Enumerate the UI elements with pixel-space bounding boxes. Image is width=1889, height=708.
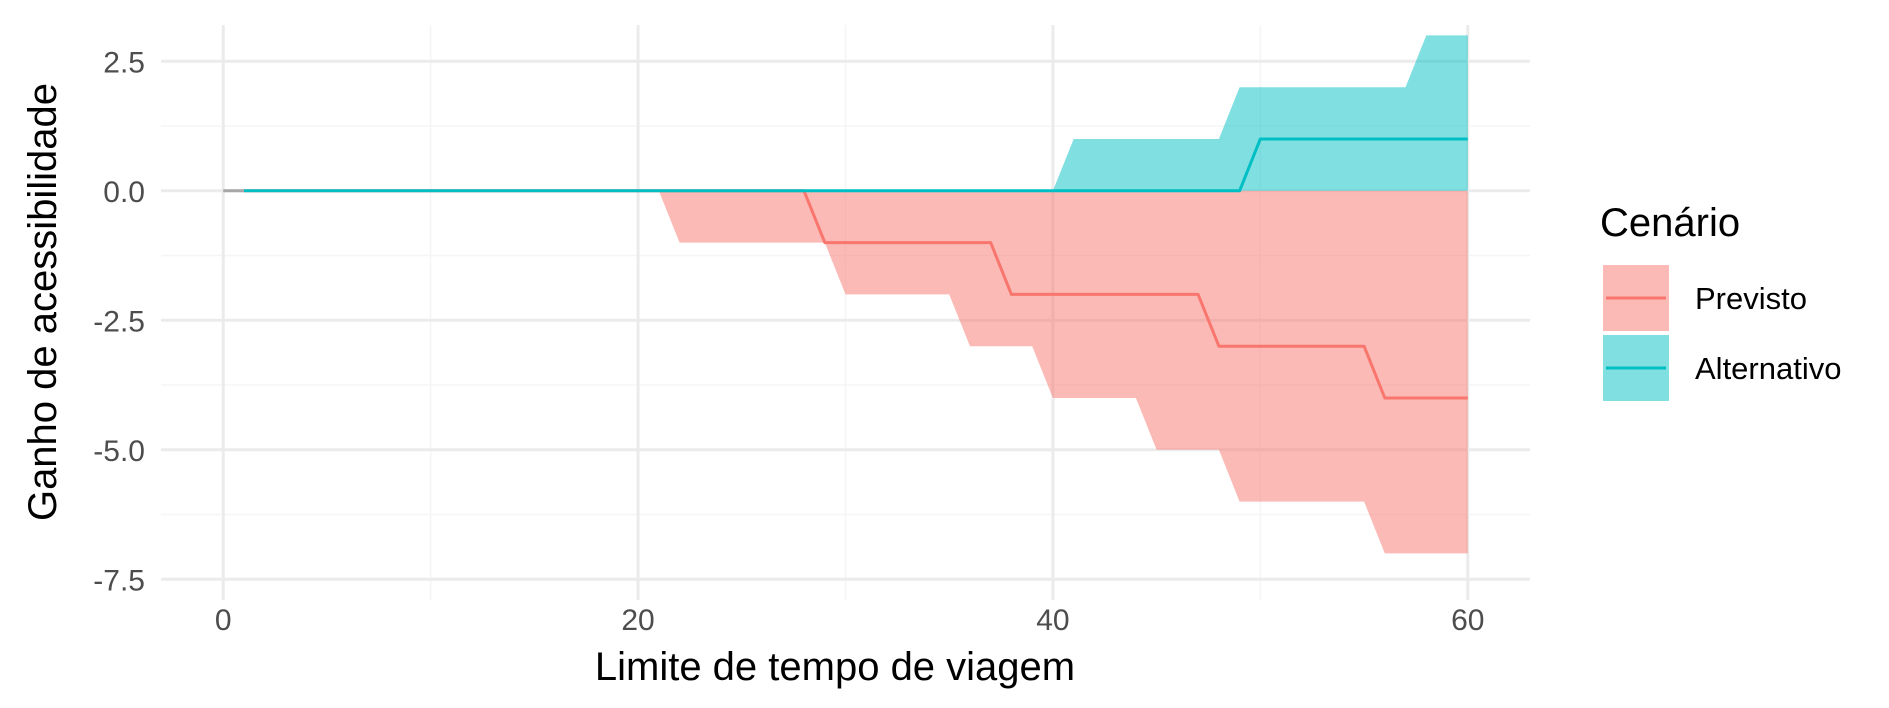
ribbon-alternativo xyxy=(244,35,1468,191)
legend-item-alternativo: Alternativo xyxy=(1603,335,1841,401)
y-axis-title: Ganho de acessibilidade xyxy=(21,83,65,521)
y-tick-label: 2.5 xyxy=(103,46,145,79)
x-tick-label: 60 xyxy=(1451,604,1484,637)
x-tick-labels: 0 20 40 60 xyxy=(215,604,1485,637)
legend-label: Alternativo xyxy=(1695,351,1841,386)
x-tick-label: 40 xyxy=(1036,604,1069,637)
ribbons xyxy=(244,35,1468,554)
y-tick-label: -7.5 xyxy=(93,564,145,597)
series-lines xyxy=(223,137,1468,400)
x-tick-label: 0 xyxy=(215,604,232,637)
ribbon-previsto xyxy=(244,190,1468,554)
legend-label: Previsto xyxy=(1695,281,1807,316)
y-tick-label: -2.5 xyxy=(93,305,145,338)
line-alternativo xyxy=(244,137,1468,193)
y-tick-labels: 2.5 0.0 -2.5 -5.0 -7.5 xyxy=(93,46,145,597)
x-axis-title: Limite de tempo de viagem xyxy=(595,645,1075,689)
x-tick-label: 20 xyxy=(621,604,654,637)
y-tick-label: -5.0 xyxy=(93,435,145,468)
legend-title: Cenário xyxy=(1600,201,1740,245)
legend-item-previsto: Previsto xyxy=(1603,265,1807,331)
legend: Cenário Previsto Alternativo xyxy=(1600,201,1841,401)
line-previsto xyxy=(244,189,1468,400)
y-tick-label: 0.0 xyxy=(103,176,145,209)
